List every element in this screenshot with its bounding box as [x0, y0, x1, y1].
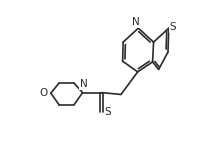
Text: S: S — [169, 22, 175, 32]
Text: O: O — [39, 88, 48, 98]
Text: N: N — [132, 17, 139, 27]
Text: N: N — [79, 79, 87, 89]
Text: S: S — [104, 107, 111, 117]
